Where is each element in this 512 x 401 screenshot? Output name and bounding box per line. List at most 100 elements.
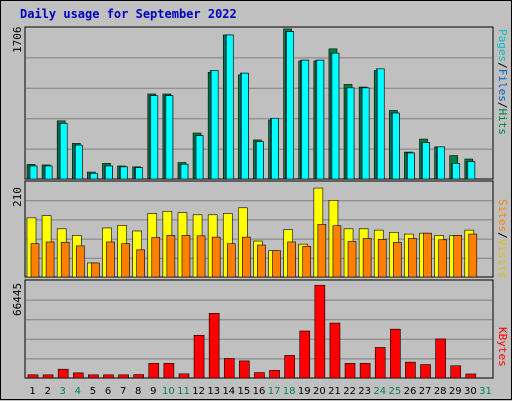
pages-bar-25 <box>392 112 400 180</box>
day-label-31: 31 <box>479 386 492 397</box>
pages-bar-11 <box>180 163 189 180</box>
legend-top: Pages/Files/Hits <box>496 29 509 135</box>
pages-bar-3 <box>59 123 68 180</box>
sites-bar-21 <box>332 225 342 278</box>
kbytes-bar-12 <box>193 334 205 379</box>
day-label-11: 11 <box>177 386 190 397</box>
pages-bar-18 <box>286 31 294 180</box>
sites-bar-5 <box>91 262 100 278</box>
day-label-24: 24 <box>373 386 386 397</box>
kbytes-bar-22 <box>344 363 356 379</box>
kbytes-bar-19 <box>299 330 311 379</box>
sites-bar-6 <box>106 241 115 278</box>
sites-bar-16 <box>257 244 266 278</box>
day-label-7: 7 <box>120 386 126 397</box>
sites-bar-19 <box>302 246 312 278</box>
day-label-2: 2 <box>44 386 50 397</box>
pages-bar-19 <box>301 59 310 180</box>
kbytes-panel <box>24 279 494 379</box>
sites-bar-11 <box>181 235 191 278</box>
visits-max-label: 210 <box>11 187 24 207</box>
pages-bar-8 <box>135 167 143 180</box>
sites-bar-27 <box>423 232 432 278</box>
day-label-25: 25 <box>389 386 402 397</box>
kbytes-bar-18 <box>284 355 295 379</box>
sites-bar-20 <box>317 224 327 278</box>
day-label-18: 18 <box>283 386 296 397</box>
day-label-15: 15 <box>238 386 251 397</box>
sites-bar-24 <box>377 239 387 278</box>
legend-kbytes: KBytes <box>496 327 509 367</box>
legend-visits: Visits <box>496 238 509 279</box>
pages-bar-10 <box>165 95 174 180</box>
chart-title: Daily usage for September 2022 <box>20 7 237 21</box>
sites-bar-23 <box>362 238 372 278</box>
kbytes-bar-2 <box>42 374 54 379</box>
sites-bar-13 <box>211 236 221 278</box>
pages-bar-23 <box>361 87 370 180</box>
day-label-3: 3 <box>60 386 66 397</box>
pages-bar-9 <box>150 95 159 180</box>
sites-bar-3 <box>60 242 70 278</box>
kbytes-bar-20 <box>314 284 326 379</box>
day-label-4: 4 <box>75 386 81 397</box>
pages-bar-14 <box>225 34 234 180</box>
kbytes-bar-15 <box>239 360 250 379</box>
day-label-10: 10 <box>162 386 175 397</box>
sites-bar-12 <box>196 235 206 278</box>
kbytes-bar-28 <box>435 338 446 379</box>
pages-bar-24 <box>376 68 385 180</box>
pages-bar-6 <box>105 165 113 180</box>
kbytes-bar-7 <box>118 374 129 379</box>
kbytes-bar-4 <box>72 372 84 379</box>
pages-bar-13 <box>210 70 219 180</box>
pages-bar-17 <box>271 117 279 180</box>
kbytes-bar-13 <box>208 312 220 379</box>
day-label-8: 8 <box>135 386 141 397</box>
kbytes-max-label: 66445 <box>11 282 24 316</box>
sites-bar-25 <box>393 242 402 278</box>
pages-bar-12 <box>195 135 204 180</box>
day-label-29: 29 <box>449 386 462 397</box>
kbytes-bar-6 <box>103 374 114 379</box>
day-label-5: 5 <box>90 386 96 397</box>
kbytes-bar-27 <box>420 364 431 379</box>
day-label-19: 19 <box>298 386 311 397</box>
kbytes-bar-23 <box>359 363 371 379</box>
sites-bar-8 <box>136 249 145 278</box>
sites-bar-29 <box>453 235 463 278</box>
kbytes-bar-5 <box>88 374 99 379</box>
sites-bar-2 <box>45 241 55 278</box>
pages-bar-5 <box>90 173 98 180</box>
kbytes-bar-9 <box>148 363 160 379</box>
legend-sites: Sites <box>496 199 509 233</box>
sites-bar-26 <box>408 238 417 278</box>
sites-bar-28 <box>438 239 447 278</box>
legend-middle: Sites/Visits <box>496 199 509 279</box>
pages-bar-27 <box>422 142 430 180</box>
kbytes-bar-10 <box>163 363 175 379</box>
kbytes-bar-29 <box>450 365 462 379</box>
day-label-9: 9 <box>150 386 156 397</box>
sites-bar-18 <box>287 241 296 278</box>
pages-bar-21 <box>331 52 340 180</box>
kbytes-bar-30 <box>465 373 477 379</box>
pages-bar-7 <box>120 166 128 180</box>
day-label-16: 16 <box>253 386 266 397</box>
kbytes-bar-24 <box>374 347 386 379</box>
sites-bar-14 <box>226 243 236 278</box>
legend-hits: Hits <box>496 108 509 136</box>
kbytes-bar-26 <box>405 361 416 379</box>
pages-bar-29 <box>452 163 461 180</box>
kbytes-bar-14 <box>223 358 235 379</box>
sites-bar-30 <box>468 233 478 278</box>
kbytes-bar-21 <box>329 322 341 379</box>
legend-files: Files <box>496 68 509 102</box>
pages-bar-16 <box>256 141 264 180</box>
kbytes-bar-3 <box>57 368 69 379</box>
sites-bar-7 <box>121 243 130 278</box>
day-label-26: 26 <box>404 386 417 397</box>
kbytes-bar-25 <box>390 328 401 379</box>
day-label-27: 27 <box>419 386 432 397</box>
